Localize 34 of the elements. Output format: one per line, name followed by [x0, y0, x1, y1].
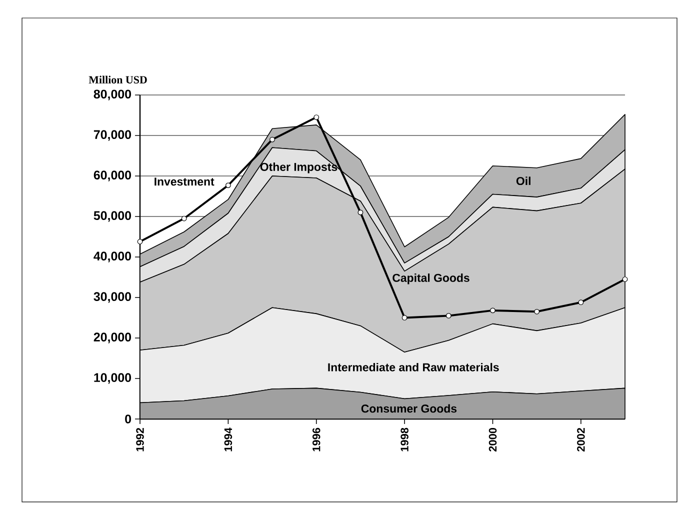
- point: [622, 276, 628, 282]
- y-tick-label: 70,000: [94, 130, 131, 141]
- series-label: Capital Goods: [392, 274, 470, 284]
- y-tick-label: 30,000: [94, 292, 131, 303]
- y-tick-label: 0: [125, 414, 132, 424]
- y-tick-label: 80,000: [94, 90, 131, 100]
- point: [181, 216, 187, 222]
- series-label: Consumer Goods: [361, 404, 457, 413]
- x-tick-label: 2000: [488, 428, 497, 452]
- y-tick-label: 20,000: [94, 332, 131, 344]
- point: [578, 300, 584, 306]
- point: [402, 315, 408, 320]
- point: [358, 210, 364, 216]
- point: [137, 238, 143, 244]
- series-label: Oil: [516, 176, 530, 186]
- y-tick-label: 50,000: [94, 211, 131, 222]
- series-label: Investment: [154, 178, 214, 186]
- point: [226, 182, 231, 188]
- x-tick-label: 1998: [400, 428, 408, 452]
- point: [270, 136, 275, 142]
- point: [534, 308, 540, 314]
- x-tick-label: 2002: [577, 428, 585, 452]
- y-axis-title: Million USD: [88, 76, 147, 84]
- x-tick-label: 1996: [312, 428, 320, 452]
- y-tick-label: 10,000: [94, 373, 131, 384]
- x-tick-label: 1994: [224, 428, 232, 452]
- y-tick-label: 60,000: [94, 170, 131, 182]
- point: [490, 308, 496, 314]
- point: [314, 114, 320, 120]
- y-tick-label: 40,000: [94, 252, 131, 262]
- series-label: Other Imposts: [260, 162, 338, 174]
- series-label: Intermediate and Raw materials: [328, 362, 499, 372]
- x-tick-label: 1992: [136, 428, 144, 452]
- point: [446, 313, 452, 318]
